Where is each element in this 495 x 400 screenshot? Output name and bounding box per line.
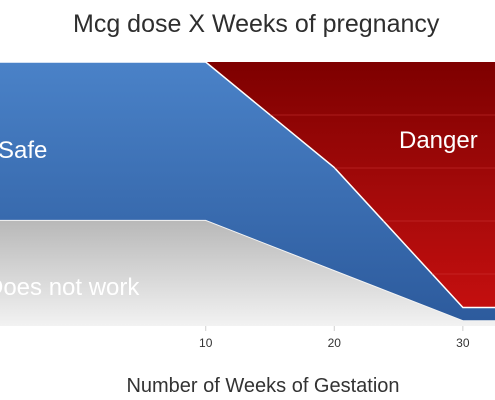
plot-area	[0, 61, 495, 326]
x-tick-label: 10	[199, 336, 213, 350]
x-tick-label: 20	[328, 336, 342, 350]
danger-gridlines	[270, 114, 495, 275]
does-not-work-region	[0, 220, 495, 326]
x-tick-label: 30	[456, 336, 470, 350]
x-axis-ticks: 10 20 30	[199, 326, 470, 350]
safe-boundary-line	[0, 61, 495, 309]
x-axis-title: Number of Weeks of Gestation	[126, 375, 399, 397]
region-label: Safe	[0, 137, 47, 164]
region-label: Does not work	[0, 274, 140, 301]
region-label: Danger	[399, 127, 478, 154]
does-not-work-boundary-line	[0, 219, 495, 322]
chart-title: Mcg dose X Weeks of pregnancy	[73, 10, 440, 38]
region-labels: Does not work Safe Danger	[0, 127, 478, 301]
